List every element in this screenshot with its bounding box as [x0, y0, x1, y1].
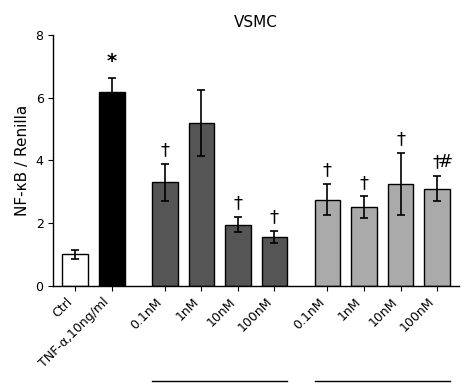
- Text: #: #: [438, 153, 453, 171]
- Text: †: †: [323, 161, 332, 179]
- Title: VSMC: VSMC: [234, 15, 278, 30]
- Bar: [225, 224, 251, 286]
- Text: *: *: [107, 52, 117, 71]
- Text: †: †: [270, 208, 279, 226]
- Y-axis label: NF-κB / Renilla: NF-κB / Renilla: [15, 105, 30, 216]
- Bar: [315, 199, 340, 286]
- Text: †: †: [359, 174, 368, 192]
- Bar: [388, 184, 413, 286]
- Bar: [262, 237, 287, 286]
- Text: †: †: [396, 130, 405, 148]
- Bar: [424, 189, 450, 286]
- Bar: [152, 182, 178, 286]
- Bar: [189, 123, 214, 286]
- Bar: [63, 254, 88, 286]
- Text: †: †: [233, 194, 242, 212]
- Text: †: †: [160, 141, 169, 159]
- Bar: [99, 92, 125, 286]
- Bar: [351, 208, 377, 286]
- Text: †: †: [433, 153, 442, 171]
